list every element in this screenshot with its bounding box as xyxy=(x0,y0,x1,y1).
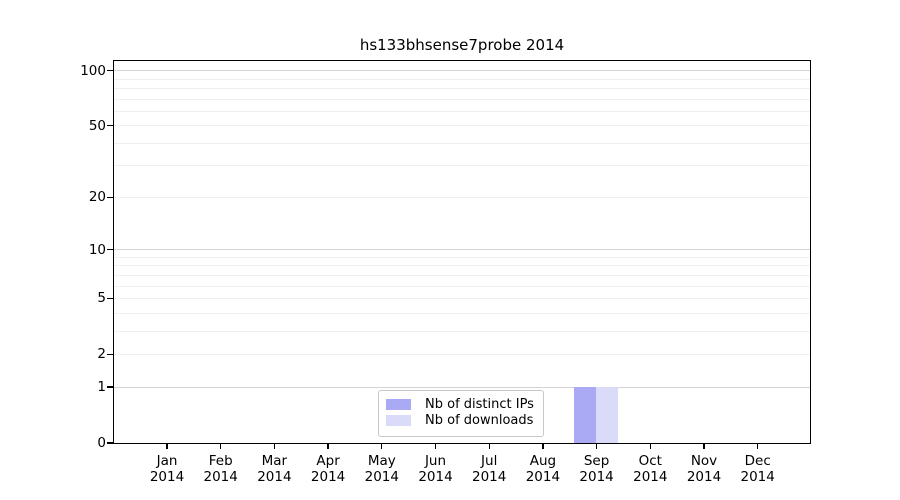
legend-swatch-downloads xyxy=(386,414,411,426)
x-tick-mark xyxy=(273,444,276,449)
x-tick-label: Mar 2014 xyxy=(257,453,292,485)
x-tick-mark xyxy=(703,444,705,449)
chart-title: hs133bhsense7probe 2014 xyxy=(359,36,565,54)
legend-label-distinct-ips: Nb of distinct IPs xyxy=(425,396,534,412)
legend: Nb of distinct IPs Nb of downloads xyxy=(378,390,544,437)
x-tick-mark xyxy=(595,444,598,449)
legend-item-distinct-ips: Nb of distinct IPs xyxy=(386,396,535,412)
major-gridline xyxy=(114,70,810,72)
minor-gridline xyxy=(114,165,810,167)
x-tick-mark xyxy=(649,444,651,449)
minor-gridline xyxy=(114,330,810,332)
x-tick-label: Dec 2014 xyxy=(740,453,775,485)
minor-gridline xyxy=(114,110,810,112)
legend-item-downloads: Nb of downloads xyxy=(386,412,535,428)
x-tick-label: Jun 2014 xyxy=(418,453,453,485)
y-tick-label: 2 xyxy=(97,346,106,363)
x-tick-label: Sep 2014 xyxy=(579,453,614,485)
y-tick-mark xyxy=(107,442,113,444)
x-tick-mark xyxy=(220,444,222,449)
x-tick-mark xyxy=(757,444,759,449)
y-tick-mark xyxy=(107,353,113,356)
y-tick-label: 20 xyxy=(88,189,106,206)
y-tick-label: 50 xyxy=(88,117,106,134)
minor-gridline xyxy=(114,98,810,100)
minor-gridline xyxy=(114,353,810,355)
y-tick-mark xyxy=(107,248,113,251)
x-tick-label: Nov 2014 xyxy=(686,453,722,485)
bar-downloads xyxy=(596,387,618,443)
y-tick-label: 10 xyxy=(88,241,106,258)
x-tick-mark xyxy=(434,444,437,449)
bar-distinct-ips xyxy=(574,387,597,443)
minor-gridline xyxy=(114,78,810,80)
minor-gridline xyxy=(114,265,810,267)
x-tick-mark xyxy=(381,444,383,449)
minor-gridline xyxy=(114,196,810,198)
minor-gridline xyxy=(114,142,810,144)
x-tick-mark xyxy=(542,444,544,449)
minor-gridline xyxy=(114,125,810,127)
x-tick-mark xyxy=(166,444,168,449)
plot-area xyxy=(113,60,811,444)
x-tick-mark xyxy=(488,444,490,449)
legend-label-downloads: Nb of downloads xyxy=(425,412,534,428)
y-tick-mark xyxy=(107,386,113,388)
y-tick-label: 0 xyxy=(97,435,106,451)
minor-gridline xyxy=(114,87,810,89)
x-tick-label: Jan 2014 xyxy=(149,453,185,485)
y-tick-label: 5 xyxy=(97,290,106,307)
x-tick-label: Apr 2014 xyxy=(310,453,346,485)
y-tick-mark xyxy=(107,196,113,198)
x-tick-label: Oct 2014 xyxy=(633,453,668,485)
x-tick-mark xyxy=(327,444,329,449)
major-gridline xyxy=(114,386,810,388)
minor-gridline xyxy=(114,274,810,276)
x-tick-label: May 2014 xyxy=(364,453,399,485)
minor-gridline xyxy=(114,312,810,314)
y-tick-label: 1 xyxy=(97,379,106,396)
y-tick-label: 100 xyxy=(80,62,106,79)
minor-gridline xyxy=(114,256,810,258)
major-gridline xyxy=(114,249,810,250)
minor-gridline xyxy=(114,285,810,287)
x-tick-label: Feb 2014 xyxy=(203,453,238,485)
legend-swatch-distinct-ips xyxy=(386,398,411,410)
minor-gridline xyxy=(114,297,810,299)
y-tick-mark xyxy=(107,297,113,300)
x-tick-label: Aug 2014 xyxy=(525,453,561,485)
x-tick-label: Jul 2014 xyxy=(472,453,507,485)
y-tick-mark xyxy=(107,125,113,127)
y-tick-mark xyxy=(107,69,113,72)
